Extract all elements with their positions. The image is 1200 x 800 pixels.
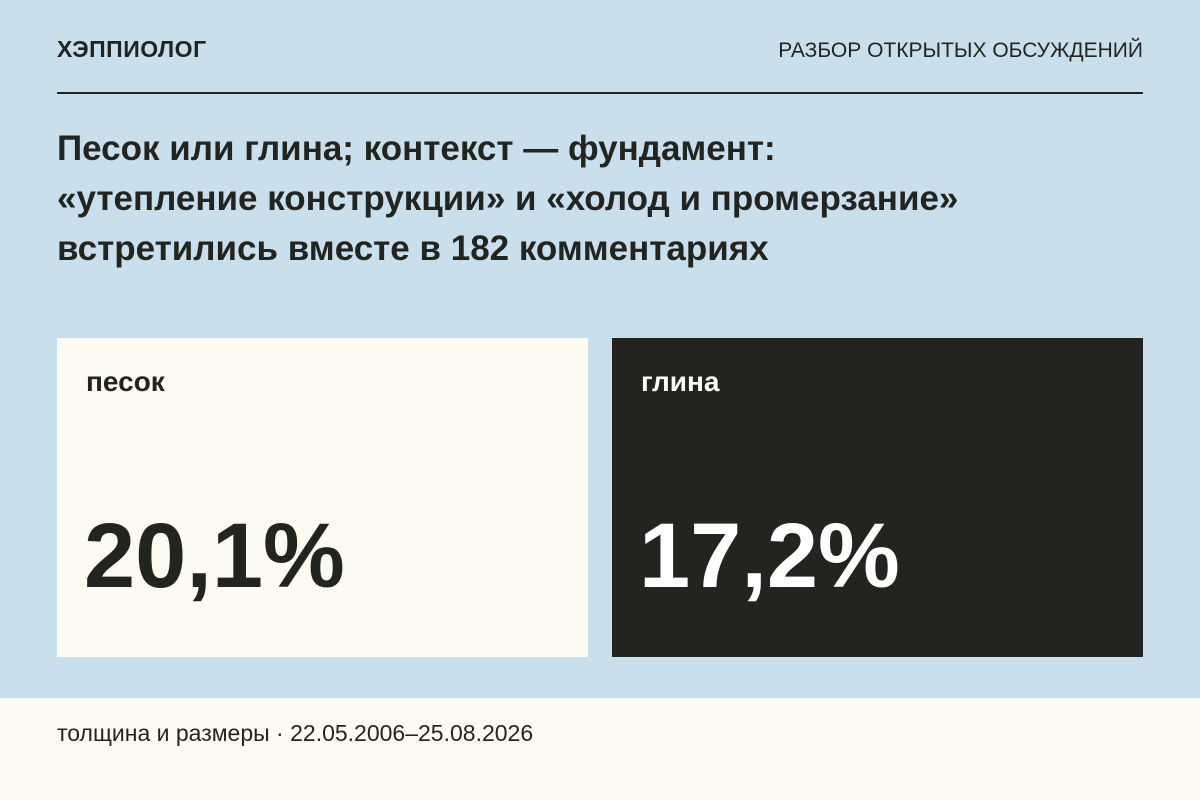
divider — [57, 92, 1143, 94]
card: глина 17,2% — [612, 338, 1143, 657]
footer: толщина и размеры · 22.05.2006–25.08.202… — [0, 698, 1200, 800]
title-line: Песок или глина; контекст — фундамент: — [57, 129, 776, 168]
footer-text: толщина и размеры · 22.05.2006–25.08.202… — [57, 720, 534, 746]
section-label: РАЗБОР ОТКРЫТЫХ ОБСУЖДЕНИЙ — [778, 39, 1143, 62]
title-line: «утепление конструкции» и «холод и проме… — [57, 179, 959, 218]
card: песок 20,1% — [57, 338, 588, 657]
brand: ХЭППИОЛОГ — [57, 36, 207, 62]
card-label: глина — [641, 366, 720, 397]
title: Песок или глина; контекст — фундамент: «… — [57, 124, 958, 274]
title-line: встретились вместе в 182 комментариях — [57, 229, 769, 268]
card-value: 20,1% — [84, 505, 345, 607]
card-label: песок — [86, 366, 165, 397]
card-value: 17,2% — [639, 505, 900, 607]
